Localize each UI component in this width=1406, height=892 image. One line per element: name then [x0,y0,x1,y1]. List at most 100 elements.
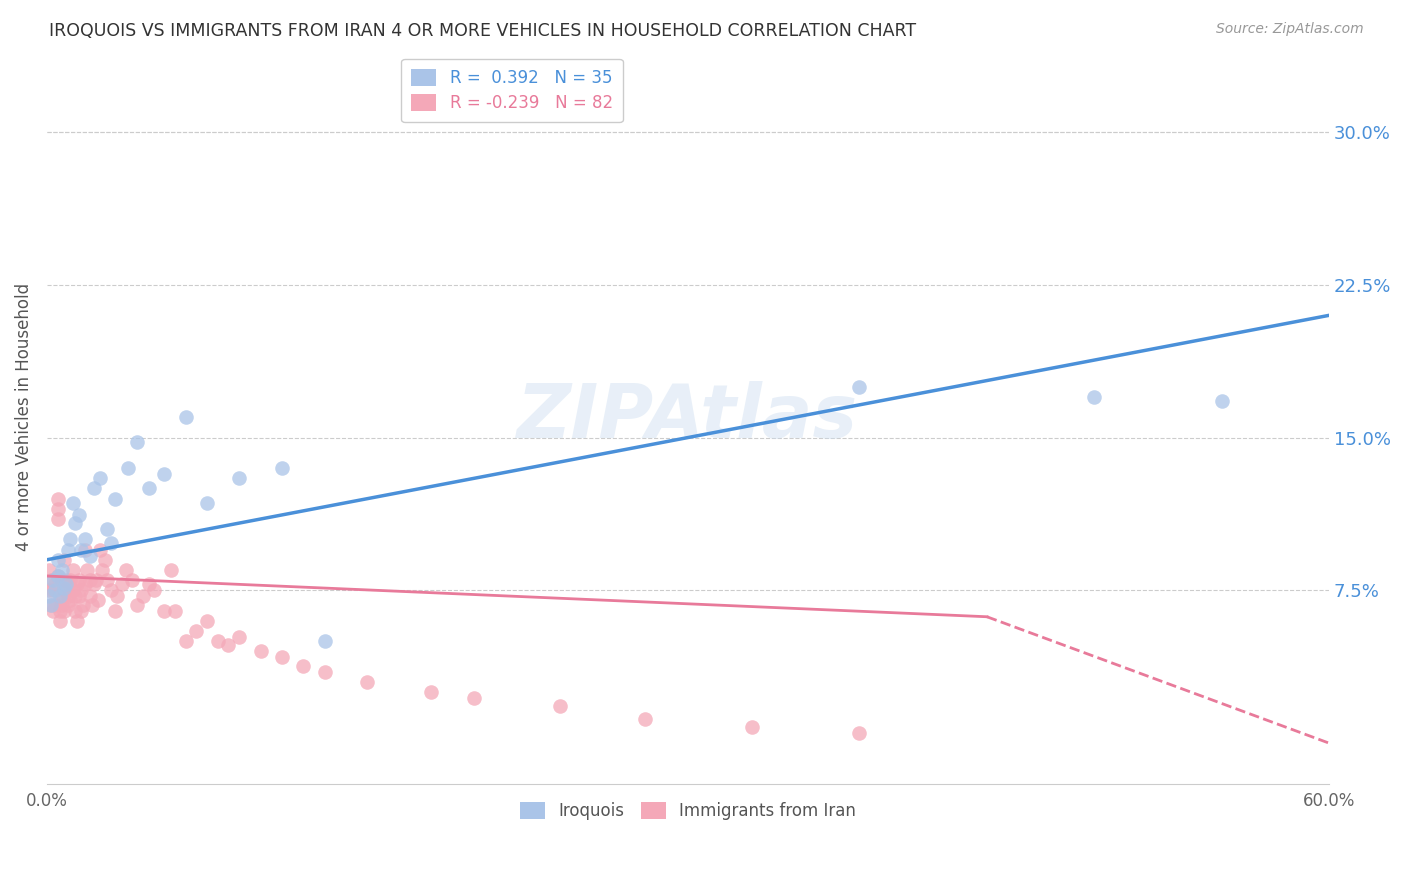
Point [96,573,118,587]
Point [132,590,155,604]
Point [848,726,870,740]
Point [38,583,60,598]
Point [62,563,84,577]
Point [53,604,76,618]
Point [93,553,115,567]
Point [76,563,98,577]
Point [38,563,60,577]
Point [62,496,84,510]
Point [314,634,336,648]
Point [55,577,77,591]
Point [75,577,97,591]
Point [159,563,181,577]
Point [67,590,90,604]
Point [63,516,86,530]
Point [463,691,485,706]
Point [46,553,69,567]
Point [58,542,80,557]
Point [165,604,187,618]
Point [39,598,62,612]
Point [72,598,94,612]
Point [292,658,315,673]
Point [51,573,73,587]
Point [38,590,60,604]
Point [46,569,69,583]
Point [249,644,271,658]
Point [67,508,90,522]
Point [91,563,114,577]
Point [66,614,89,628]
Point [75,533,97,547]
Point [195,496,218,510]
Point [83,482,105,496]
Point [105,590,128,604]
Legend: Iroquois, Immigrants from Iran: Iroquois, Immigrants from Iran [513,795,863,827]
Point [44,598,66,612]
Point [63,590,86,604]
Point [48,593,70,607]
Point [115,563,138,577]
Point [1083,390,1105,404]
Point [48,604,70,618]
Point [741,720,763,734]
Point [79,590,101,604]
Point [1211,393,1233,408]
Point [79,549,101,563]
Point [44,577,66,591]
Y-axis label: 4 or more Vehicles in Household: 4 or more Vehicles in Household [15,283,32,551]
Point [117,461,139,475]
Point [195,614,218,628]
Text: IROQUOIS VS IMMIGRANTS FROM IRAN 4 OR MORE VEHICLES IN HOUSEHOLD CORRELATION CHA: IROQUOIS VS IMMIGRANTS FROM IRAN 4 OR MO… [49,22,917,40]
Point [59,573,82,587]
Point [67,573,90,587]
Point [228,630,250,644]
Point [46,491,69,506]
Point [100,536,122,550]
Point [89,471,111,485]
Point [142,583,165,598]
Point [138,482,160,496]
Text: Source: ZipAtlas.com: Source: ZipAtlas.com [1216,22,1364,37]
Point [44,583,66,598]
Point [53,583,76,598]
Point [100,583,122,598]
Point [51,590,73,604]
Point [848,379,870,393]
Point [46,569,69,583]
Point [84,573,107,587]
Point [314,665,336,679]
Point [548,699,571,714]
Point [46,501,69,516]
Point [79,573,101,587]
Point [121,573,143,587]
Point [58,590,80,604]
Point [356,674,378,689]
Point [66,577,89,591]
Point [58,577,80,591]
Point [104,491,127,506]
Point [153,467,176,482]
Point [125,598,148,612]
Point [80,598,103,612]
Point [70,583,93,598]
Point [270,650,292,665]
Point [634,712,657,726]
Point [55,583,77,598]
Point [270,461,292,475]
Point [87,593,110,607]
Point [207,634,229,648]
Point [53,553,76,567]
Point [59,593,82,607]
Point [228,471,250,485]
Point [53,581,76,595]
Point [51,563,73,577]
Point [46,512,69,526]
Point [104,604,127,618]
Point [111,577,134,591]
Text: ZIPAtlas: ZIPAtlas [517,381,859,454]
Point [59,533,82,547]
Point [96,522,118,536]
Point [70,542,93,557]
Point [174,634,197,648]
Point [218,638,240,652]
